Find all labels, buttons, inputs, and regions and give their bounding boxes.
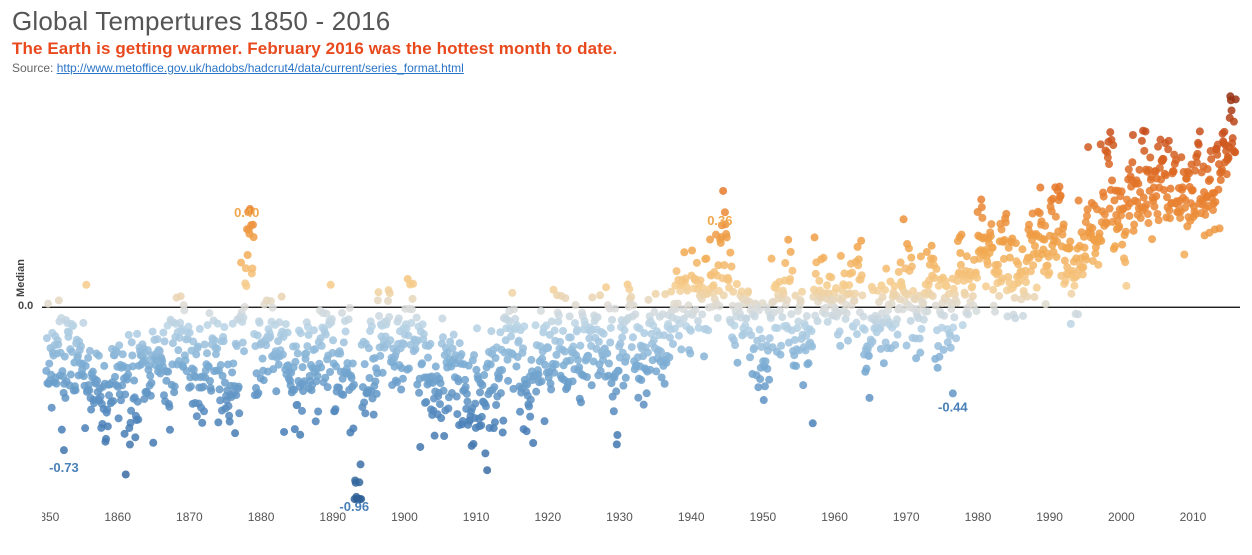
x-tick: 1990 (1036, 510, 1063, 524)
source-prefix: Source: (12, 61, 57, 75)
x-tick: 1980 (965, 510, 992, 524)
y-axis-label: Median (15, 259, 27, 297)
x-tick: 1910 (463, 510, 490, 524)
x-tick: 2010 (1180, 510, 1207, 524)
subtitle: The Earth is getting warmer. February 20… (12, 39, 1240, 59)
chart-area: 1850186018701880189019001910192019301940… (42, 90, 1240, 525)
x-tick: 1960 (821, 510, 848, 524)
x-tick: 1900 (391, 510, 418, 524)
annotation-label: 0.36 (707, 213, 732, 228)
x-tick: 1940 (678, 510, 705, 524)
annotation-label: -0.44 (938, 399, 968, 414)
annotation-label: -0.96 (339, 499, 369, 514)
annotation-label: 1.06 (1225, 90, 1240, 93)
x-tick: 1930 (606, 510, 633, 524)
x-tick: 2000 (1108, 510, 1135, 524)
x-tick: 1970 (893, 510, 920, 524)
source-link[interactable]: http://www.metoffice.gov.uk/hadobs/hadcr… (57, 61, 464, 75)
figure-root: Global Tempertures 1850 - 2016 The Earth… (0, 0, 1252, 555)
source-line: Source: http://www.metoffice.gov.uk/hado… (12, 61, 1240, 75)
annotation-label: -0.73 (49, 460, 79, 475)
y-zero-tick: 0.0 (18, 300, 33, 312)
x-tick: 1850 (42, 510, 60, 524)
x-tick: 1920 (534, 510, 561, 524)
x-tick: 1880 (248, 510, 275, 524)
x-tick: 1870 (176, 510, 203, 524)
x-tick: 1860 (104, 510, 131, 524)
scatter-points (42, 92, 1239, 503)
annotation-label: 0.40 (234, 205, 259, 220)
scatter-chart: 1850186018701880189019001910192019301940… (42, 90, 1240, 525)
x-tick: 1950 (750, 510, 777, 524)
page-title: Global Tempertures 1850 - 2016 (12, 6, 1240, 37)
